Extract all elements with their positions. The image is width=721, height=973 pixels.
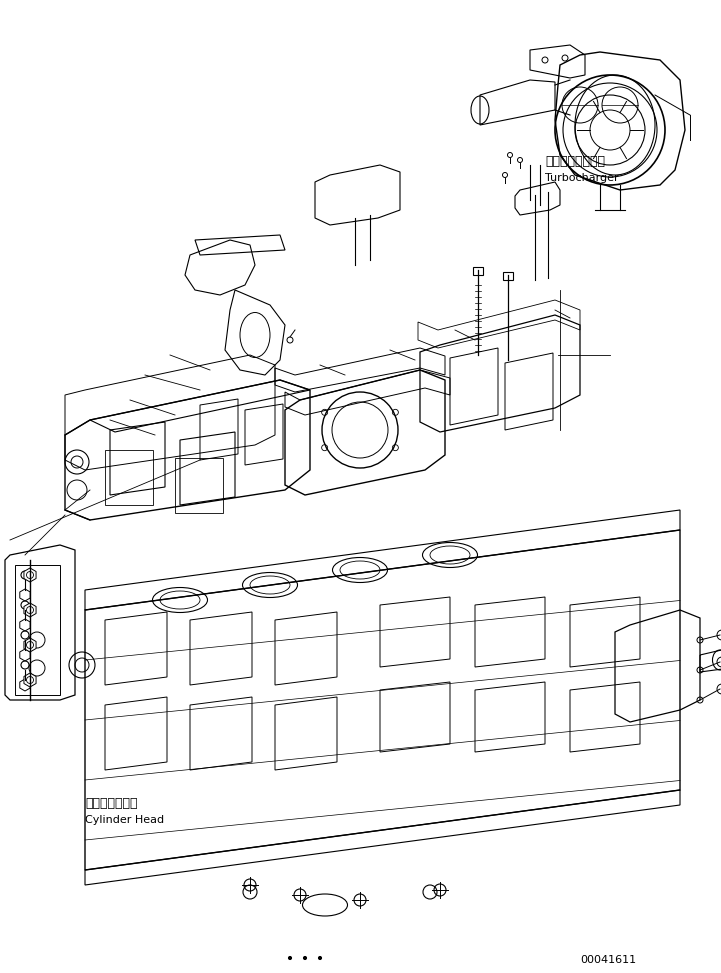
Bar [473, 267, 483, 275]
Text: ターボチャージャ: ターボチャージャ [545, 155, 605, 168]
Polygon shape [24, 603, 36, 617]
Polygon shape [24, 673, 36, 687]
Bar [175, 458, 223, 513]
Circle shape [319, 956, 322, 959]
Text: Cylinder Head: Cylinder Head [85, 815, 164, 825]
Bar [15, 565, 60, 695]
Text: Turbocharger: Turbocharger [545, 173, 619, 183]
Bar [503, 272, 513, 280]
Text: 00041611: 00041611 [580, 955, 636, 965]
Circle shape [288, 956, 291, 959]
Polygon shape [24, 638, 36, 652]
Polygon shape [24, 568, 36, 582]
Text: シリンダヘッド: シリンダヘッド [85, 797, 138, 810]
Circle shape [304, 956, 306, 959]
Bar [105, 450, 153, 505]
